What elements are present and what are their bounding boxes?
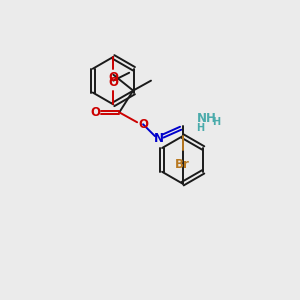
Text: O: O [138,118,148,131]
Text: NH: NH [196,112,216,125]
Text: N: N [154,132,164,145]
Text: O: O [108,76,118,88]
Text: Br: Br [175,158,190,171]
Text: O: O [91,106,100,119]
Text: O: O [108,71,118,84]
Text: H: H [196,123,205,133]
Text: H: H [212,117,220,127]
